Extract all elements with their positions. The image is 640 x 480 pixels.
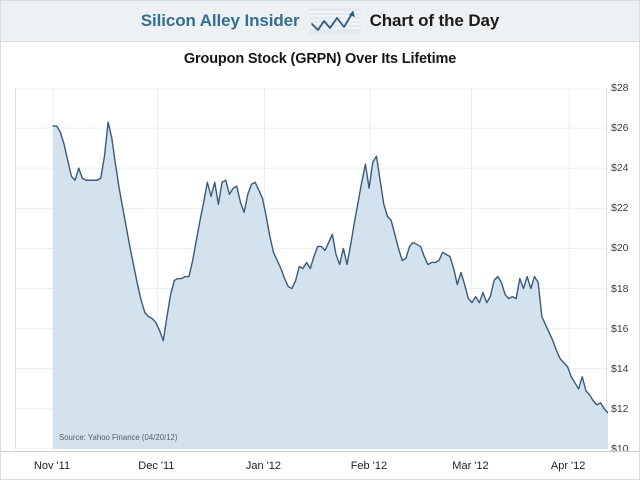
y-axis-tick-label: $28	[611, 82, 629, 94]
y-axis-tick-label: $20	[611, 242, 629, 255]
x-axis-tick-label: Apr '12	[550, 460, 586, 472]
stock-area-chart	[16, 88, 608, 449]
chart-plot-area	[15, 88, 608, 449]
price-area-fill	[53, 122, 608, 449]
y-axis-tick-label: $22	[611, 202, 629, 215]
y-axis-tick-label: $26	[611, 122, 629, 135]
y-axis-tick-label: $14	[611, 362, 629, 375]
x-axis-tick-label: Feb '12	[350, 460, 388, 472]
y-axis: $10 $12 $14 $16 $18 $20 $22 $24 $26 $28	[609, 82, 640, 455]
x-axis-tick-label: Mar '12	[452, 460, 489, 472]
x-axis-tick-label: Dec '11	[138, 460, 175, 472]
chart-title: Groupon Stock (GRPN) Over Its Lifetime	[183, 51, 457, 67]
x-axis: Nov '11 Dec '11 Jan '12 Feb '12 Mar '12 Apr '…	[1, 451, 639, 480]
chart-plot-wrapper	[15, 88, 608, 449]
x-axis-tick-label: Nov '11	[33, 460, 71, 472]
y-axis-tick-label: $18	[611, 282, 629, 295]
brand-name: Silicon Alley Insider	[140, 11, 300, 30]
source-note: Source: Yahoo Finance (04/20/12)	[59, 433, 178, 442]
series-name: Chart of the Day	[369, 11, 500, 30]
line-chart-upward-icon	[308, 8, 361, 34]
header-banner: Silicon Alley Insider Chart of the Day	[1, 1, 639, 42]
y-axis-tick-label: $12	[611, 402, 629, 415]
price-line	[52, 121, 608, 414]
y-axis-tick-label: $16	[611, 322, 629, 335]
y-axis-tick-label: $24	[611, 162, 629, 175]
x-axis-tick-label: Jan '12	[245, 460, 282, 472]
y-axis-tick-label: $10	[611, 443, 629, 455]
